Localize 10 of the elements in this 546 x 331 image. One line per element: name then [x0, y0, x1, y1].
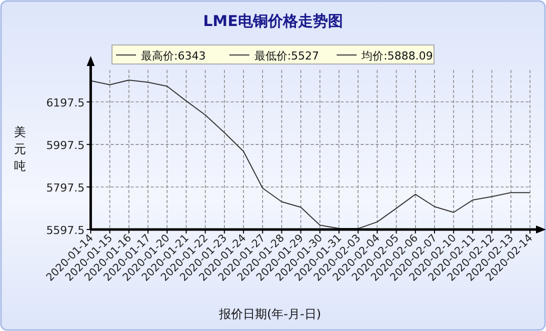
x-axis-title: 报价日期(年-月-日)	[218, 307, 322, 321]
y-tick-label: 5797.5	[46, 181, 85, 194]
y-tick-label: 6197.5	[46, 96, 85, 110]
chart-title: LME电铜价格走势图	[203, 12, 343, 30]
text: 均价:5888.09	[360, 50, 433, 62]
text: 最低价:5527	[254, 50, 320, 62]
y-axis-title: 美元吨	[14, 125, 26, 173]
text: 最高价:6343	[141, 50, 206, 62]
y-tick-label: 5597.5	[46, 224, 85, 237]
y-tick-label: 5997.5	[46, 138, 85, 152]
